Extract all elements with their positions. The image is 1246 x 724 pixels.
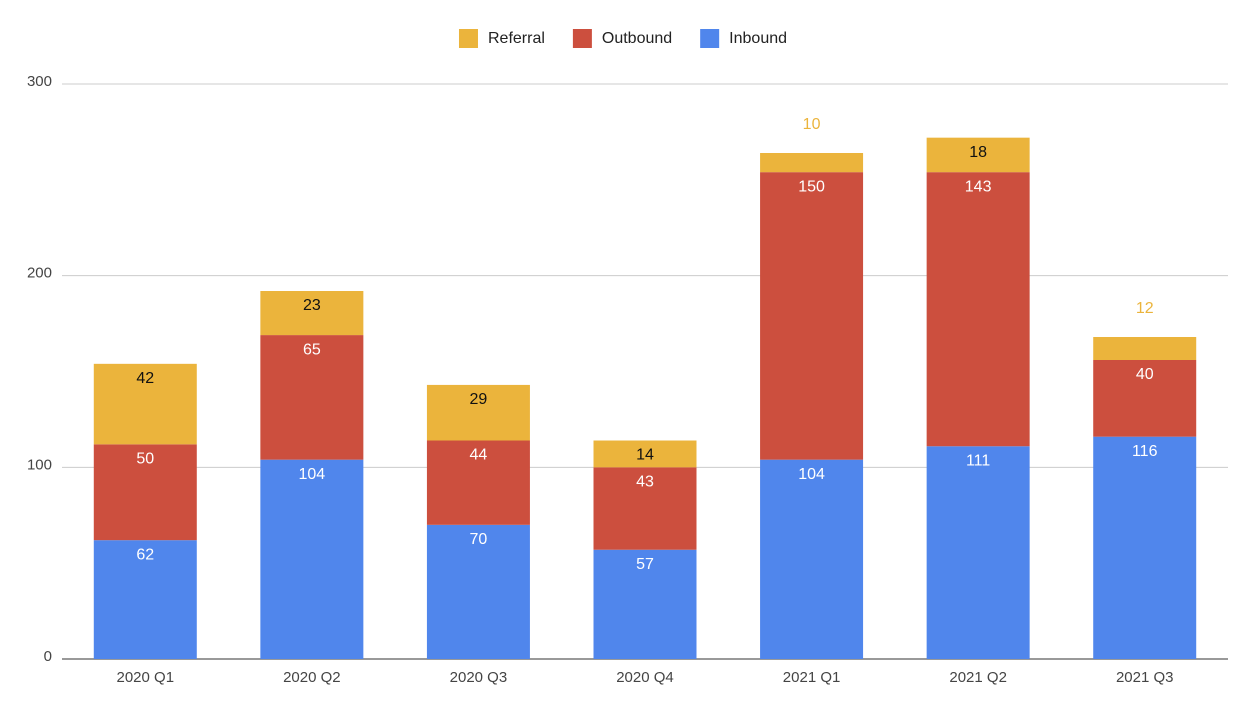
y-tick-label: 100 bbox=[27, 456, 52, 473]
legend-swatch bbox=[458, 29, 478, 48]
x-tick-label: 2020 Q4 bbox=[616, 669, 674, 686]
x-tick-label: 2021 Q1 bbox=[783, 669, 841, 686]
data-label: 57 bbox=[636, 556, 654, 573]
bar-segment bbox=[426, 384, 530, 441]
bar-segment bbox=[1093, 360, 1197, 437]
legend-label: Outbound bbox=[602, 30, 672, 47]
data-label: 70 bbox=[470, 531, 488, 548]
bar-segment bbox=[1093, 337, 1197, 360]
y-tick-label: 0 bbox=[44, 648, 52, 665]
y-tick-label: 200 bbox=[27, 265, 52, 282]
data-label: 104 bbox=[798, 466, 825, 483]
data-label: 14 bbox=[636, 447, 654, 464]
data-label: 150 bbox=[798, 178, 825, 195]
data-label: 62 bbox=[136, 546, 154, 563]
data-label: 44 bbox=[470, 447, 488, 464]
data-label: 40 bbox=[1136, 366, 1154, 383]
legend-label: Inbound bbox=[729, 30, 787, 47]
bar-segment bbox=[760, 459, 864, 659]
bar-segment bbox=[593, 440, 697, 468]
x-tick-label: 2021 Q3 bbox=[1116, 669, 1174, 686]
bar-segment bbox=[93, 444, 197, 541]
x-tick-label: 2020 Q1 bbox=[117, 669, 175, 686]
bar-segment bbox=[760, 153, 864, 173]
bar-segment bbox=[260, 291, 364, 336]
bar-segment bbox=[260, 335, 364, 460]
bar-segment bbox=[426, 440, 530, 525]
data-label: 65 bbox=[303, 341, 321, 358]
bar-segment bbox=[1093, 436, 1197, 659]
data-label: 18 bbox=[969, 144, 987, 161]
data-label: 42 bbox=[136, 370, 154, 387]
data-label: 29 bbox=[470, 391, 488, 408]
x-tick-label: 2021 Q2 bbox=[949, 669, 1007, 686]
data-label: 23 bbox=[303, 297, 321, 314]
bar-segment bbox=[926, 137, 1030, 173]
bar-segment bbox=[593, 549, 697, 659]
legend-swatch bbox=[700, 29, 720, 48]
data-label: 111 bbox=[966, 452, 990, 469]
bar-segment bbox=[926, 172, 1030, 447]
bar-segment bbox=[593, 467, 697, 550]
data-label: 143 bbox=[965, 178, 992, 195]
data-label: 43 bbox=[636, 474, 654, 491]
bar-segment bbox=[760, 172, 864, 460]
x-tick-label: 2020 Q3 bbox=[450, 669, 508, 686]
data-label: 50 bbox=[136, 451, 154, 468]
legend-label: Referral bbox=[488, 30, 545, 47]
data-label: 12 bbox=[1136, 300, 1154, 317]
bar-segment bbox=[93, 540, 197, 659]
bar-segment bbox=[426, 524, 530, 659]
legend-swatch bbox=[572, 29, 592, 48]
bar-segment bbox=[260, 459, 364, 659]
data-label: 104 bbox=[299, 466, 326, 483]
y-tick-label: 300 bbox=[27, 73, 52, 90]
data-label: 116 bbox=[1132, 443, 1158, 460]
bar-segment bbox=[926, 446, 1030, 659]
data-label: 10 bbox=[803, 116, 821, 133]
x-tick-label: 2020 Q2 bbox=[283, 669, 341, 686]
bar-segment bbox=[93, 363, 197, 445]
